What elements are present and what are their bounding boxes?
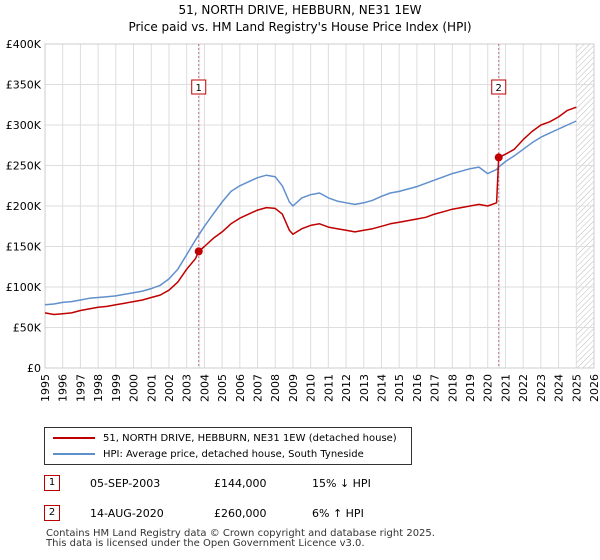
x-tick-label: 2007 <box>252 374 265 402</box>
x-tick-label: 2026 <box>588 374 600 402</box>
y-tick-label: £300K <box>6 119 42 132</box>
series-line <box>44 106 577 316</box>
x-tick-label: 1998 <box>92 374 105 402</box>
sale-label-number: 2 <box>496 83 502 94</box>
x-tick-label: 2015 <box>393 374 406 402</box>
x-tick-label: 2018 <box>446 374 459 402</box>
footer: Contains HM Land Registry data © Crown c… <box>46 529 435 549</box>
x-tick-label: 2009 <box>287 374 300 402</box>
transaction-badge: 1 <box>44 475 60 491</box>
transaction-row: 1 05-SEP-2003 £144,000 15% ↓ HPI <box>44 475 584 493</box>
transaction-badge: 2 <box>44 505 60 521</box>
sale-point <box>194 247 203 256</box>
x-tick-label: 2006 <box>234 374 247 402</box>
transaction-row: 2 14-AUG-2020 £260,000 6% ↑ HPI <box>44 505 584 523</box>
sale-label-box <box>491 79 507 95</box>
x-tick-label: 2001 <box>145 374 158 402</box>
transaction-price: £144,000 <box>214 477 267 490</box>
x-tick-label: 1995 <box>39 374 52 402</box>
series-line <box>44 120 577 306</box>
x-tick-label: 2005 <box>216 374 229 402</box>
transaction-date: 05-SEP-2003 <box>90 477 161 490</box>
x-tick-label: 2011 <box>322 374 335 402</box>
x-tick-label: 1996 <box>57 374 70 402</box>
x-tick-label: 2003 <box>181 374 194 402</box>
footer-line-1: Contains HM Land Registry data © Crown c… <box>46 528 435 539</box>
legend-swatch-hpi <box>53 453 95 455</box>
transaction-hpi: 15% ↓ HPI <box>312 477 371 490</box>
chart-subtitle: Price paid vs. HM Land Registry's House … <box>128 20 471 34</box>
transaction-price: £260,000 <box>214 507 267 520</box>
x-tick-label: 2004 <box>198 374 211 402</box>
price-chart: 51, NORTH DRIVE, HEBBURN, NE31 1EW Price… <box>6 3 600 402</box>
y-tick-label: £100K <box>6 281 42 294</box>
x-tick-label: 2021 <box>499 374 512 402</box>
legend-swatch-property <box>53 437 95 439</box>
y-tick-label: £0 <box>27 362 41 375</box>
y-tick-label: £400K <box>6 38 42 51</box>
transaction-hpi: 6% ↑ HPI <box>312 507 364 520</box>
x-tick-label: 1997 <box>74 374 87 402</box>
x-tick-label: 2017 <box>429 374 442 402</box>
x-tick-label: 2000 <box>128 374 141 402</box>
x-tick-label: 2020 <box>482 374 495 402</box>
chart-legend: 51, NORTH DRIVE, HEBBURN, NE31 1EW (deta… <box>44 427 412 465</box>
x-tick-label: 2016 <box>411 374 424 402</box>
legend-label-property: 51, NORTH DRIVE, HEBBURN, NE31 1EW (deta… <box>103 432 397 444</box>
chart-title: 51, NORTH DRIVE, HEBBURN, NE31 1EW <box>178 3 421 17</box>
sale-point <box>494 153 503 162</box>
y-tick-label: £250K <box>6 160 42 173</box>
sale-label-number: 1 <box>196 83 202 94</box>
x-tick-label: 2023 <box>535 374 548 402</box>
x-tick-label: 2002 <box>163 374 176 402</box>
y-tick-label: £200K <box>6 200 42 213</box>
x-tick-label: 2024 <box>553 374 566 402</box>
x-tick-label: 2013 <box>358 374 371 402</box>
legend-item-property: 51, NORTH DRIVE, HEBBURN, NE31 1EW (deta… <box>53 430 397 446</box>
x-tick-label: 2025 <box>570 374 583 402</box>
x-tick-label: 2008 <box>269 374 282 402</box>
x-tick-label: 1999 <box>110 374 123 402</box>
x-tick-label: 2022 <box>517 374 530 402</box>
x-tick-label: 2014 <box>375 374 388 402</box>
y-tick-label: £150K <box>6 241 42 254</box>
plot-border <box>44 43 595 369</box>
sale-label-box <box>191 79 207 95</box>
x-tick-label: 2010 <box>305 374 318 402</box>
x-tick-label: 2012 <box>340 374 353 402</box>
y-tick-label: £350K <box>6 79 42 92</box>
legend-item-hpi: HPI: Average price, detached house, Sout… <box>53 446 364 462</box>
transaction-date: 14-AUG-2020 <box>90 507 164 520</box>
legend-label-hpi: HPI: Average price, detached house, Sout… <box>103 448 364 460</box>
y-tick-label: £50K <box>13 322 42 335</box>
x-tick-label: 2019 <box>464 374 477 402</box>
footer-line-2: This data is licensed under the Open Gov… <box>46 538 365 549</box>
